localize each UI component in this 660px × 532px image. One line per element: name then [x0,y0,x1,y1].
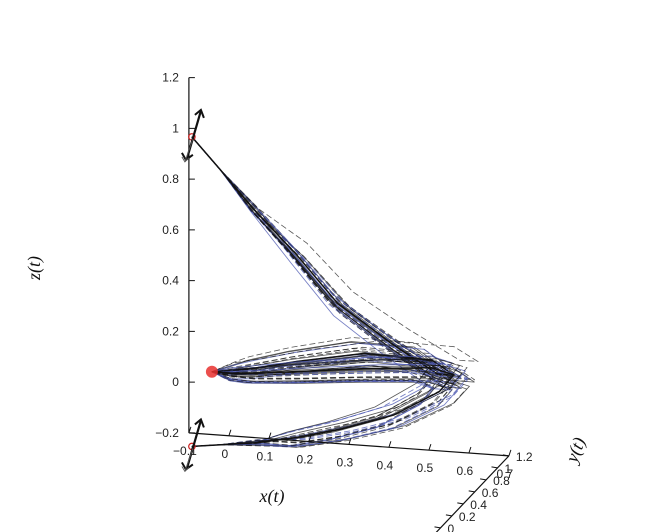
trajectory-line [191,136,457,376]
y-axis-line [435,455,510,532]
y-tick-label: 1.2 [516,450,533,464]
x-tick-mark [428,443,432,451]
x-tick-label: 0.6 [457,464,474,478]
trajectory-line [191,358,431,447]
x-tick-label: 0.3 [337,455,354,469]
z-axis-label: z(t) [24,256,45,281]
y-tick-label: 0.4 [470,498,487,512]
trajectory-line [191,136,462,378]
trajectory-line [191,136,475,383]
trajectory-line [191,136,462,385]
x-tick-mark [308,435,312,442]
trajectory-line [191,136,434,373]
x-tick-mark [388,441,392,448]
y-tick-label: 0.6 [482,486,499,500]
trajectory-line [191,371,434,448]
z-tick-label: 1 [172,121,179,135]
attractor-point [205,365,218,378]
trajectory-line [191,136,463,389]
x-tick-mark [268,432,272,439]
trajectory-line [191,365,464,447]
z-tick-label: −0.2 [155,426,179,440]
direction-arrow-bold [185,110,202,160]
trajectory-line [191,136,447,373]
z-tick-label: 0.4 [162,274,179,288]
arrowhead-up [194,417,205,428]
y-tick-label: 1 [505,462,512,476]
trajectory-line [191,136,443,377]
arrowhead-thin [181,156,190,163]
y-tick-mark [434,526,441,529]
trajectory-line [191,136,436,373]
x-tick-label: 0.7 [497,467,514,481]
decorations [181,108,218,473]
y-tick-label: 0.8 [493,474,510,488]
trajectory-line [191,136,480,373]
trajectory-line [191,136,440,374]
trajectory-line [191,370,468,447]
x-tick-label: 0.2 [297,453,314,467]
trajectory-line [191,136,452,373]
mean-trajectory-line [191,366,455,448]
y-tick-label: 0.2 [459,510,476,524]
axes: −0.200.20.40.60.811.2−0.1 0 0.1 0.2 0.3 0.4 0.… [155,71,533,532]
trajectory-line [191,136,437,373]
trajectory-line [191,371,450,447]
trajectory-line [191,136,472,380]
y-axis-label: y(t) [561,434,591,467]
y-tick-mark [445,514,452,517]
trajectory-line [191,136,457,378]
y-tick-mark [491,466,498,469]
z-tick-label: 1.2 [162,71,179,85]
arrowhead-thin [181,466,190,473]
x-tick-label: 0.4 [377,458,394,472]
y-tick-mark [502,454,509,457]
x-tick-mark [188,426,192,434]
x-tick-label: 0.1 [257,450,274,464]
trajectory-curves [191,136,480,448]
y-tick-label: 0 [448,522,455,532]
trajectory-line [191,136,441,377]
x-tick-mark [348,438,352,445]
z-tick-label: 0.8 [162,172,179,186]
x-tick-label: 0.5 [417,461,434,475]
trajectory-line [191,136,453,381]
direction-arrow-thin [184,448,194,472]
trajectory-line [191,136,452,379]
trajectory-line [191,136,453,376]
mean-trajectory-line [191,136,457,376]
x-tick-mark [468,446,472,454]
x-tick-mark [228,429,232,436]
direction-arrow-bold [185,420,202,469]
direction-arrow-thin [184,138,194,163]
trajectory-line [191,136,441,373]
z-tick-label: 0.2 [162,324,179,338]
z-tick-label: 0.6 [162,223,179,237]
x-axis-label: x(t) [259,486,285,507]
trajectory-line [191,371,446,447]
y-tick-mark [468,490,475,493]
y-tick-mark [480,478,487,481]
z-tick-label: 0 [172,375,179,389]
arrowhead-up [194,108,205,119]
trajectory-line [191,136,441,373]
x-tick-label: 0 [222,447,229,461]
x-tick-mark [508,449,512,457]
y-tick-mark [457,502,464,505]
